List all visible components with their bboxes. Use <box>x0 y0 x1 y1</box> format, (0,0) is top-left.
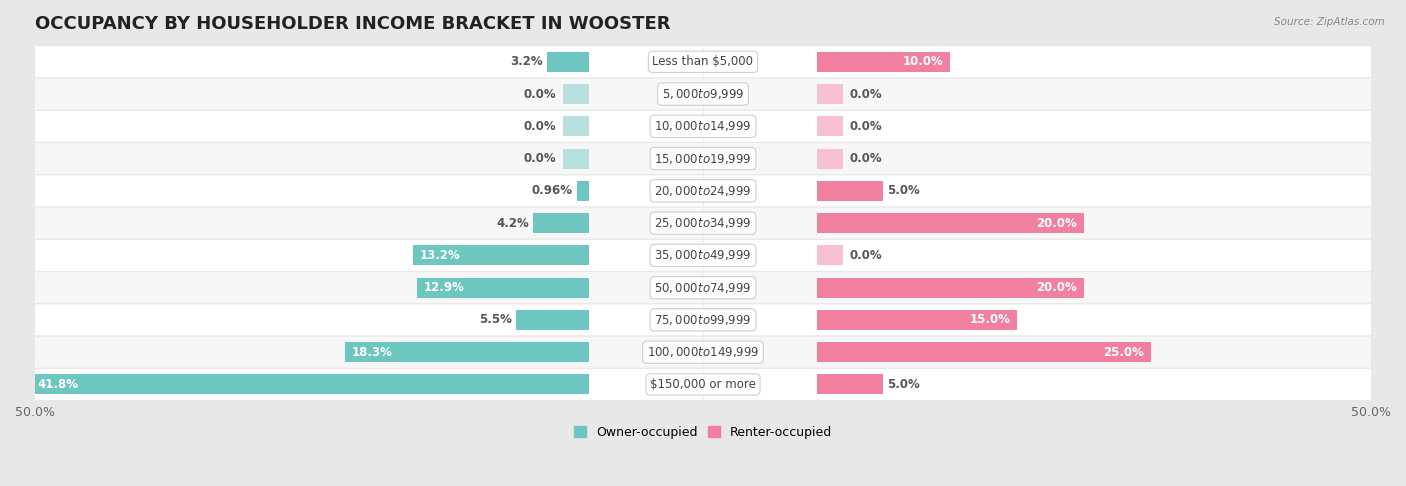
Text: 3.2%: 3.2% <box>510 55 543 69</box>
Bar <box>562 84 589 104</box>
FancyBboxPatch shape <box>35 369 1371 400</box>
FancyBboxPatch shape <box>35 79 1371 109</box>
Text: 5.0%: 5.0% <box>887 184 920 197</box>
Bar <box>817 181 883 201</box>
Text: OCCUPANCY BY HOUSEHOLDER INCOME BRACKET IN WOOSTER: OCCUPANCY BY HOUSEHOLDER INCOME BRACKET … <box>35 15 671 33</box>
FancyBboxPatch shape <box>35 175 1371 207</box>
FancyBboxPatch shape <box>35 272 1371 303</box>
Text: $5,000 to $9,999: $5,000 to $9,999 <box>662 87 744 101</box>
Bar <box>344 342 589 362</box>
Text: Less than $5,000: Less than $5,000 <box>652 55 754 69</box>
Text: 0.0%: 0.0% <box>851 120 883 133</box>
Bar <box>817 213 1084 233</box>
Text: $50,000 to $74,999: $50,000 to $74,999 <box>654 280 752 295</box>
Text: 20.0%: 20.0% <box>1036 217 1077 229</box>
Bar <box>516 310 589 330</box>
Text: Source: ZipAtlas.com: Source: ZipAtlas.com <box>1274 17 1385 27</box>
Legend: Owner-occupied, Renter-occupied: Owner-occupied, Renter-occupied <box>568 421 838 444</box>
Text: $35,000 to $49,999: $35,000 to $49,999 <box>654 248 752 262</box>
Bar <box>562 116 589 137</box>
Text: 41.8%: 41.8% <box>38 378 79 391</box>
FancyBboxPatch shape <box>35 240 1371 271</box>
Text: 0.0%: 0.0% <box>851 152 883 165</box>
Bar <box>817 149 844 169</box>
Text: 4.2%: 4.2% <box>496 217 529 229</box>
Text: 0.0%: 0.0% <box>523 152 555 165</box>
Text: $150,000 or more: $150,000 or more <box>650 378 756 391</box>
Bar <box>418 278 589 297</box>
Text: $20,000 to $24,999: $20,000 to $24,999 <box>654 184 752 198</box>
Text: 13.2%: 13.2% <box>420 249 461 262</box>
Bar <box>413 245 589 265</box>
Text: 15.0%: 15.0% <box>969 313 1011 327</box>
Bar <box>817 52 950 72</box>
Bar <box>817 374 883 395</box>
Text: 18.3%: 18.3% <box>352 346 392 359</box>
Bar <box>31 374 589 395</box>
FancyBboxPatch shape <box>35 304 1371 335</box>
Text: $25,000 to $34,999: $25,000 to $34,999 <box>654 216 752 230</box>
Text: 25.0%: 25.0% <box>1102 346 1144 359</box>
FancyBboxPatch shape <box>35 46 1371 77</box>
Text: $15,000 to $19,999: $15,000 to $19,999 <box>654 152 752 166</box>
Text: 5.5%: 5.5% <box>479 313 512 327</box>
Bar <box>817 84 844 104</box>
Text: $100,000 to $149,999: $100,000 to $149,999 <box>647 345 759 359</box>
Text: 0.96%: 0.96% <box>531 184 572 197</box>
Text: 12.9%: 12.9% <box>423 281 464 294</box>
FancyBboxPatch shape <box>35 111 1371 142</box>
Bar <box>817 245 844 265</box>
Bar <box>576 181 589 201</box>
Bar <box>817 116 844 137</box>
Text: 10.0%: 10.0% <box>903 55 943 69</box>
Bar <box>817 278 1084 297</box>
Text: 0.0%: 0.0% <box>851 87 883 101</box>
Bar <box>817 342 1150 362</box>
Text: 5.0%: 5.0% <box>887 378 920 391</box>
Text: 0.0%: 0.0% <box>523 120 555 133</box>
Bar <box>547 52 589 72</box>
Text: 0.0%: 0.0% <box>851 249 883 262</box>
Bar <box>817 310 1017 330</box>
Text: $75,000 to $99,999: $75,000 to $99,999 <box>654 313 752 327</box>
Text: 0.0%: 0.0% <box>523 87 555 101</box>
FancyBboxPatch shape <box>35 143 1371 174</box>
Bar <box>562 149 589 169</box>
FancyBboxPatch shape <box>35 337 1371 367</box>
FancyBboxPatch shape <box>35 208 1371 239</box>
Text: $10,000 to $14,999: $10,000 to $14,999 <box>654 120 752 133</box>
Text: 20.0%: 20.0% <box>1036 281 1077 294</box>
Bar <box>533 213 589 233</box>
